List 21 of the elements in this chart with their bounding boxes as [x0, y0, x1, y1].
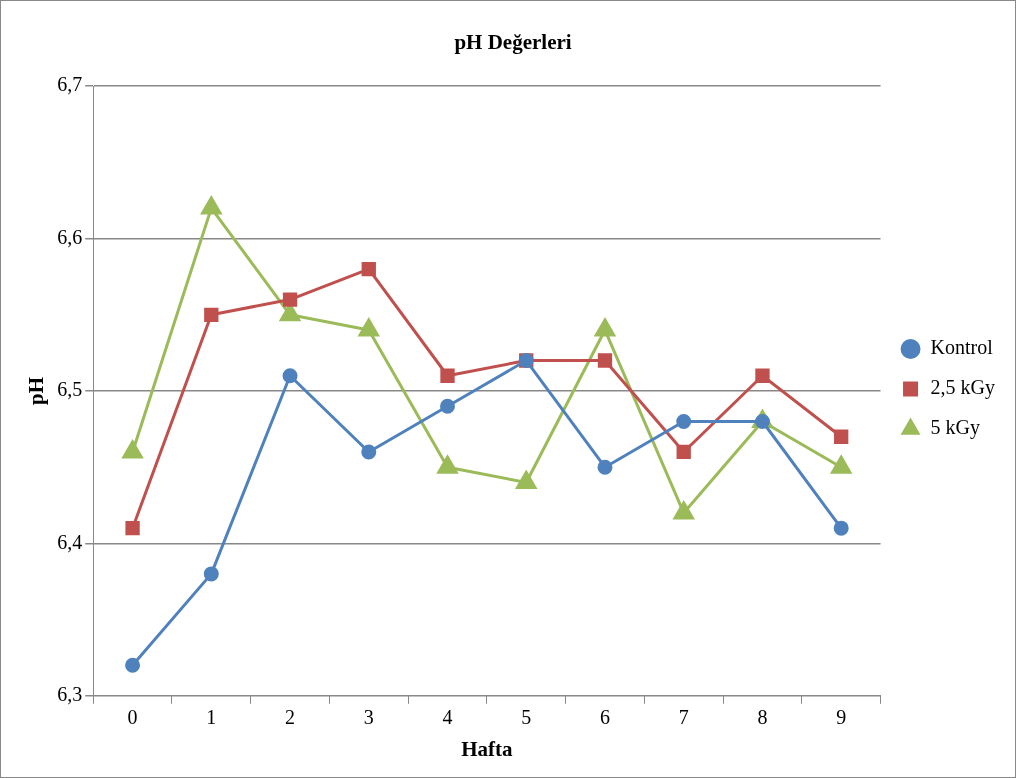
x-tick-label: 2: [285, 706, 296, 729]
y-tick-label: 6,7: [57, 73, 83, 96]
legend-label: 5 kGy: [930, 416, 981, 440]
chart-title: pH Değerleri: [454, 30, 572, 55]
x-tick-label: 5: [521, 706, 532, 729]
x-tick-label: 3: [363, 706, 374, 729]
y-tick-label: 6,5: [57, 378, 83, 401]
x-tick-label: 4: [442, 706, 453, 729]
x-tick-label: 0: [127, 706, 138, 729]
y-axis-title: pH: [24, 376, 49, 406]
x-tick-label: 7: [678, 706, 689, 729]
y-tick-label: 6,6: [57, 225, 83, 248]
y-tick-label: 6,4: [57, 530, 83, 553]
x-tick-label: 8: [757, 706, 768, 729]
legend-label: Kontrol: [930, 336, 994, 359]
x-tick-label: 9: [836, 706, 847, 729]
x-tick-label: 1: [206, 706, 217, 729]
legend-label: 2,5 kGy: [930, 376, 996, 400]
x-tick-label: 6: [599, 706, 610, 729]
x-axis-title: Hafta: [461, 736, 514, 761]
y-tick-label: 6,3: [57, 683, 83, 706]
